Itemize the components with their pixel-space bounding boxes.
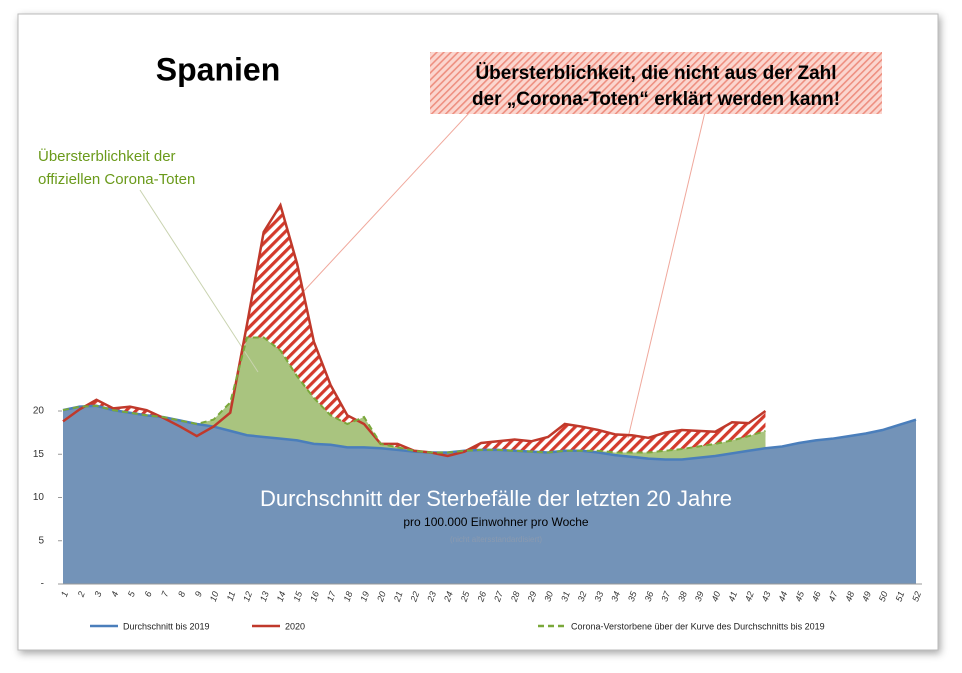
x-tick-label: 6 — [143, 590, 154, 598]
x-tick-label: 30 — [542, 590, 555, 603]
x-tick-label: 40 — [710, 590, 723, 603]
x-tick-label: 16 — [308, 590, 321, 603]
x-tick-label: 25 — [458, 589, 472, 604]
x-tick-label: 17 — [325, 589, 338, 603]
y-tick-label: 5 — [38, 535, 44, 546]
y-tick-label: 20 — [33, 406, 45, 417]
x-tick-label: 22 — [408, 590, 421, 604]
x-tick-label: 15 — [291, 589, 304, 603]
x-tick-label: 14 — [275, 590, 288, 603]
x-tick-label: 39 — [693, 590, 706, 603]
pointer — [139, 189, 259, 373]
x-tick-label: 1 — [59, 590, 70, 598]
annotation: Übersterblichkeit der — [38, 147, 176, 165]
x-tick-label: 47 — [827, 589, 840, 603]
x-tick-label: 51 — [894, 590, 907, 603]
x-tick-label: 13 — [258, 590, 271, 603]
legend-label: Corona-Verstorbene über der Kurve des Du… — [571, 621, 825, 631]
pointer — [627, 111, 706, 439]
x-tick-label: 2 — [75, 590, 86, 599]
x-tick-label: 36 — [643, 590, 656, 603]
x-tick-label: 46 — [810, 590, 823, 603]
x-tick-label: 44 — [776, 590, 789, 603]
line — [62, 336, 766, 454]
x-tick-label: 3 — [92, 590, 103, 598]
x-tick-label: 35 — [626, 589, 639, 603]
annotation: (nicht altersstandardisiert) — [450, 535, 542, 544]
x-tick-label: 7 — [159, 589, 170, 598]
x-tick-label: 48 — [843, 590, 856, 603]
annotation: pro 100.000 Einwohner pro Woche — [403, 515, 589, 529]
x-tick-label: 31 — [559, 590, 572, 603]
x-tick-label: 33 — [593, 590, 606, 603]
y-tick-label: 15 — [33, 449, 45, 460]
x-tick-label: 4 — [109, 590, 120, 598]
x-tick-label: 32 — [576, 590, 589, 603]
x-tick-label: 43 — [760, 590, 773, 603]
x-tick-label: 21 — [391, 590, 404, 604]
y-tick-label: 10 — [33, 492, 45, 503]
annotation: offiziellen Corona-Toten — [38, 171, 195, 188]
x-tick-label: 28 — [509, 590, 522, 604]
annotation: der „Corona-Toten“ erklärt werden kann! — [472, 89, 840, 110]
x-tick-label: 29 — [525, 590, 538, 604]
x-tick-label: 52 — [910, 590, 923, 603]
x-tick-label: 5 — [126, 589, 137, 598]
x-tick-label: 41 — [726, 590, 739, 603]
x-tick-label: 50 — [877, 590, 890, 603]
annotation-box — [430, 52, 882, 114]
legend-label: Durchschnitt bis 2019 — [123, 621, 210, 631]
x-tick-label: 24 — [442, 590, 455, 604]
annotation: Übersterblichkeit, die nicht aus der Zah… — [475, 63, 836, 84]
pointer — [302, 111, 471, 293]
x-tick-label: 12 — [241, 590, 254, 603]
chart-title: Spanien — [156, 51, 280, 87]
x-tick-label: 11 — [225, 590, 238, 602]
x-tick-label: 27 — [492, 589, 506, 604]
annotation: Durchschnitt der Sterbefälle der letzten… — [260, 486, 732, 511]
x-tick-label: 34 — [609, 590, 622, 603]
x-tick-label: 45 — [793, 589, 806, 603]
x-tick-label: 26 — [475, 590, 488, 604]
x-tick-label: 49 — [860, 590, 873, 603]
x-tick-label: 38 — [676, 590, 689, 603]
x-tick-label: 37 — [659, 589, 672, 603]
x-tick-label: 19 — [358, 590, 371, 603]
x-tick-label: 10 — [208, 590, 221, 603]
x-tick-label: 9 — [193, 590, 204, 598]
area — [63, 405, 916, 584]
x-tick-label: 20 — [375, 590, 388, 604]
x-tick-label: 23 — [425, 590, 438, 604]
x-tick-label: 8 — [176, 590, 187, 598]
x-tick-label: 42 — [743, 590, 756, 603]
y-tick-label: - — [41, 579, 44, 590]
line — [62, 202, 767, 458]
legend-label: 2020 — [285, 621, 305, 631]
x-tick-label: 18 — [342, 590, 355, 603]
